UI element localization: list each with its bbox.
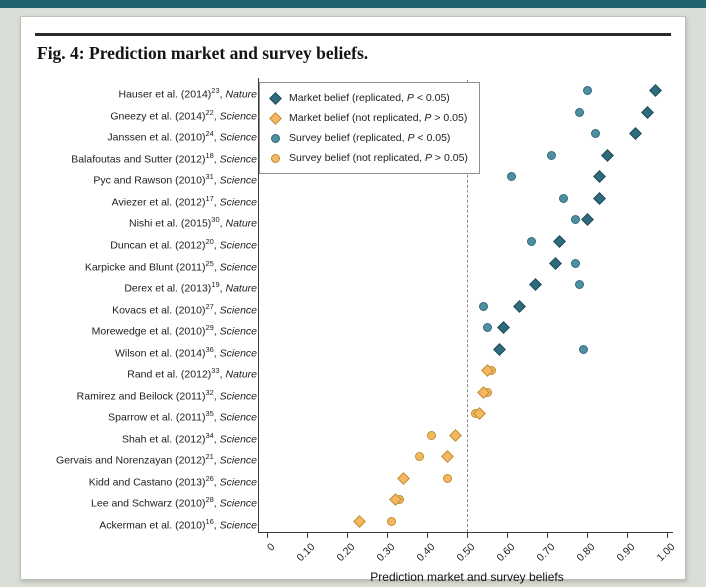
study-label: Gervais and Norenzayan (2012)21, Science bbox=[56, 452, 257, 467]
x-tick bbox=[587, 533, 588, 538]
survey-belief-marker bbox=[386, 516, 396, 526]
legend-diamond-icon bbox=[268, 111, 283, 126]
survey-belief-marker bbox=[582, 86, 592, 96]
study-label: Pyc and Rawson (2010)31, Science bbox=[93, 172, 257, 187]
study-label: Gneezy et al. (2014)22, Science bbox=[110, 107, 257, 123]
legend-label: Market belief (replicated, P < 0.05) bbox=[289, 92, 450, 104]
survey-belief-marker bbox=[442, 473, 452, 483]
market-belief-marker bbox=[580, 213, 594, 227]
x-tick bbox=[347, 533, 348, 538]
study-label: Ackerman et al. (2010)16, Science bbox=[99, 516, 257, 532]
figure-title: Fig. 4: Prediction market and survey bel… bbox=[37, 43, 369, 63]
study-label: Rand et al. (2012)33, Nature bbox=[127, 366, 257, 381]
x-tick bbox=[307, 533, 308, 538]
title-divider bbox=[35, 33, 671, 36]
x-tick bbox=[467, 533, 468, 538]
study-label: Balafoutas and Sutter (2012)18, Science bbox=[71, 150, 257, 166]
chart: Market belief (replicated, P < 0.05) Mark… bbox=[35, 74, 677, 584]
market-belief-marker bbox=[528, 278, 542, 291]
survey-belief-marker bbox=[590, 129, 600, 139]
survey-belief-marker bbox=[426, 430, 436, 440]
study-label: Kidd and Castano (2013)26, Science bbox=[88, 473, 257, 489]
study-label: Ramirez and Beilock (2011)32, Science bbox=[76, 387, 257, 403]
x-axis-title: Prediction market and survey beliefs bbox=[370, 570, 564, 584]
x-tick bbox=[267, 533, 268, 538]
study-label: Aviezer et al. (2012)17, Science bbox=[111, 193, 257, 209]
survey-belief-marker bbox=[578, 344, 588, 354]
study-label: Nishi et al. (2015)30, Nature bbox=[129, 215, 257, 230]
market-belief-marker bbox=[600, 148, 614, 162]
significance-threshold-line bbox=[467, 80, 468, 532]
study-label: Kovacs et al. (2010)27, Science bbox=[112, 301, 257, 317]
market-belief-marker bbox=[628, 127, 642, 141]
market-belief-marker bbox=[548, 256, 562, 270]
survey-belief-marker bbox=[558, 193, 568, 203]
survey-belief-marker bbox=[570, 258, 580, 268]
x-tick bbox=[547, 533, 548, 538]
x-tick bbox=[627, 533, 628, 538]
legend-item: Survey belief (replicated, P < 0.05) bbox=[268, 128, 468, 148]
study-label: Lee and Schwarz (2010)28, Science bbox=[91, 495, 257, 510]
market-belief-marker bbox=[352, 514, 366, 528]
legend-item: Market belief (not replicated, P > 0.05) bbox=[268, 108, 468, 128]
market-belief-marker bbox=[492, 342, 506, 356]
survey-belief-marker bbox=[414, 452, 424, 462]
legend: Market belief (replicated, P < 0.05) Mark… bbox=[259, 82, 480, 174]
market-belief-marker bbox=[496, 321, 510, 334]
market-belief-marker bbox=[592, 170, 606, 184]
survey-belief-marker bbox=[478, 301, 488, 311]
legend-item: Survey belief (not replicated, P > 0.05) bbox=[268, 148, 468, 168]
legend-label: Survey belief (not replicated, P > 0.05) bbox=[289, 152, 468, 164]
figure-panel: Fig. 4: Prediction market and survey bel… bbox=[20, 16, 686, 584]
market-belief-marker bbox=[512, 299, 526, 313]
market-belief-marker bbox=[640, 105, 654, 119]
legend-circle-icon bbox=[268, 151, 283, 166]
y-axis-line bbox=[258, 78, 259, 533]
x-axis-line bbox=[258, 532, 673, 533]
survey-belief-marker bbox=[574, 280, 584, 289]
study-label: Sparrow et al. (2011)35, Science bbox=[108, 409, 257, 424]
survey-belief-marker bbox=[506, 172, 516, 182]
study-label: Wilson et al. (2014)36, Science bbox=[114, 344, 257, 360]
legend-label: Market belief (not replicated, P > 0.05) bbox=[289, 112, 468, 124]
study-label: Duncan et al. (2012)20, Science bbox=[110, 236, 257, 252]
legend-item: Market belief (replicated, P < 0.05) bbox=[268, 88, 468, 108]
market-belief-marker bbox=[396, 471, 410, 485]
study-label: Morewedge et al. (2010)29, Science bbox=[91, 323, 257, 338]
legend-circle-icon bbox=[268, 131, 283, 146]
study-label: Karpicke and Blunt (2011)25, Science bbox=[84, 258, 257, 274]
survey-belief-marker bbox=[526, 236, 536, 246]
legend-diamond-icon bbox=[268, 91, 283, 106]
study-label: Hauser et al. (2014)23, Nature bbox=[118, 86, 257, 101]
market-belief-marker bbox=[440, 450, 454, 464]
survey-belief-marker bbox=[482, 323, 492, 332]
market-belief-marker bbox=[448, 428, 462, 442]
market-belief-marker bbox=[648, 84, 662, 98]
market-belief-marker bbox=[552, 235, 566, 248]
study-label: Shah et al. (2012)34, Science bbox=[121, 430, 257, 446]
study-label: Janssen et al. (2010)24, Science bbox=[107, 129, 257, 144]
survey-belief-marker bbox=[570, 215, 580, 225]
survey-belief-marker bbox=[574, 107, 584, 117]
x-tick bbox=[387, 533, 388, 538]
study-label: Derex et al. (2013)19, Nature bbox=[124, 280, 257, 295]
legend-label: Survey belief (replicated, P < 0.05) bbox=[289, 132, 451, 144]
market-belief-marker bbox=[592, 192, 606, 205]
x-tick bbox=[507, 533, 508, 538]
survey-belief-marker bbox=[546, 150, 556, 160]
top-accent-bar bbox=[0, 0, 706, 8]
x-tick bbox=[667, 533, 668, 538]
x-tick bbox=[427, 533, 428, 538]
